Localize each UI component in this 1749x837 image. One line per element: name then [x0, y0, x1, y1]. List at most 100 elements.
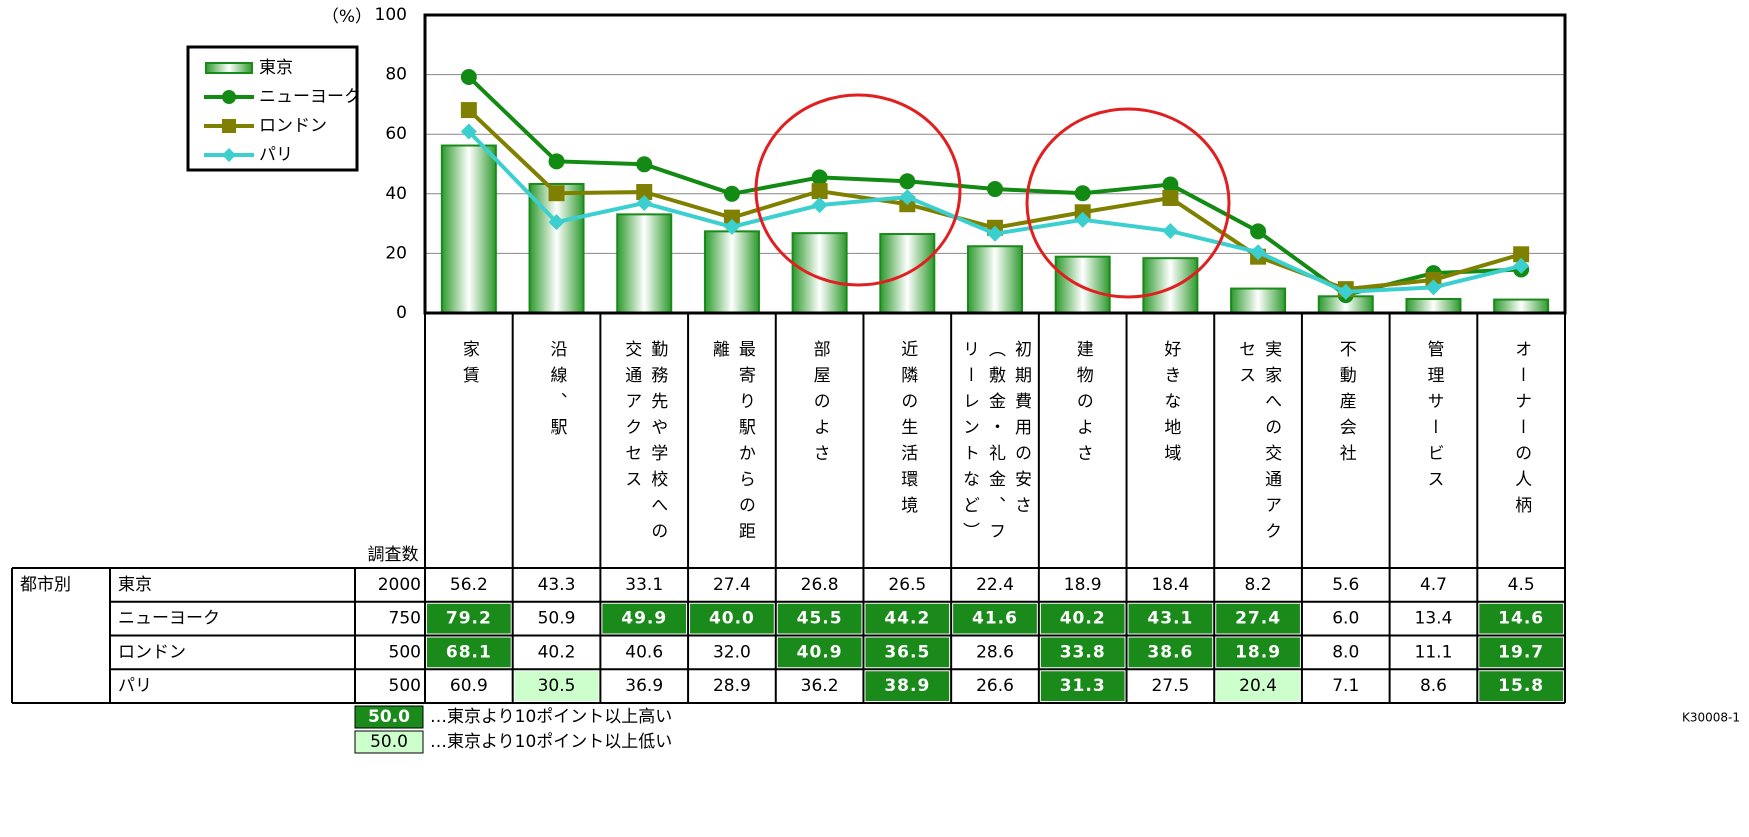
- bar: [616, 213, 673, 314]
- bar: [1054, 255, 1111, 315]
- cell-highlight: [777, 637, 862, 668]
- y-tick-label: 40: [385, 184, 407, 204]
- marker: [1162, 189, 1179, 206]
- cell-value: 40.0: [709, 609, 755, 629]
- marker: [1162, 223, 1179, 240]
- marker: [811, 169, 828, 186]
- category-label: 初期費用の安さ（敷金・礼金、フリーレントなど）: [959, 340, 1031, 548]
- marker: [1513, 246, 1530, 263]
- marker: [1250, 223, 1267, 240]
- marker: [1337, 283, 1354, 300]
- marker: [460, 68, 477, 85]
- bar: [440, 144, 497, 314]
- cell-value: 7.1: [1332, 676, 1359, 696]
- cell-value: 26.6: [976, 676, 1014, 696]
- marker: [1425, 279, 1442, 296]
- cell-value: 22.4: [976, 575, 1014, 595]
- y-tick-label: 80: [385, 65, 407, 85]
- cell-value: 40.2: [1060, 609, 1106, 629]
- bar: [791, 232, 848, 314]
- cell-highlight: [1479, 671, 1563, 701]
- category-label: 好きな地域: [1160, 340, 1181, 470]
- category-label: 部屋のよさ: [809, 340, 830, 470]
- cell-value: 18.9: [1064, 575, 1102, 595]
- cell-highlight: [1040, 637, 1125, 668]
- marker: [723, 185, 740, 202]
- category-label: 不動産会社: [1335, 340, 1356, 470]
- marker: [1162, 176, 1179, 193]
- marker: [460, 123, 477, 140]
- cell-value: 26.5: [888, 575, 926, 595]
- cell-value: 27.4: [1235, 609, 1281, 629]
- cell-highlight: [427, 603, 511, 634]
- cell-value: 15.8: [1498, 676, 1544, 696]
- marker: [548, 214, 565, 231]
- cell-highlight: [1216, 603, 1300, 634]
- cell-highlight: [1040, 671, 1125, 701]
- y-axis-label: （%）: [322, 7, 372, 27]
- cell-value: 8.2: [1245, 575, 1272, 595]
- cell-value: 27.5: [1151, 676, 1189, 696]
- marker: [636, 184, 653, 201]
- cell-value: 60.9: [450, 676, 488, 696]
- cell-value: 56.2: [450, 575, 488, 595]
- cell-value: 4.5: [1508, 575, 1535, 595]
- cell-value: 33.1: [625, 575, 663, 595]
- note-sample: 50.0: [370, 732, 408, 752]
- marker: [811, 183, 828, 200]
- category-label: 勤務先や学校への交通アクセス: [621, 340, 668, 548]
- legend-marker: [222, 90, 236, 104]
- cell-value: 45.5: [797, 609, 843, 629]
- y-tick-label: 60: [385, 124, 407, 144]
- marker: [987, 225, 1003, 242]
- note-sample: 50.0: [368, 707, 410, 727]
- legend-label: パリ: [259, 145, 293, 165]
- row-count: 2000: [378, 575, 421, 595]
- y-tick-label: 20: [385, 243, 407, 263]
- note-swatch: [354, 730, 424, 754]
- marker: [811, 197, 828, 214]
- category-label: 建物のよさ: [1072, 340, 1093, 470]
- cell-highlight: [514, 671, 599, 701]
- count-header: 調査数: [368, 545, 419, 565]
- cell-highlight: [777, 603, 862, 634]
- cell-value: 14.6: [1498, 609, 1544, 629]
- annotation-circle: [1025, 107, 1231, 299]
- cell-value: 38.9: [884, 676, 930, 696]
- cell-value: 43.3: [538, 575, 576, 595]
- plot-frame: [423, 13, 1567, 315]
- cell-value: 6.0: [1332, 609, 1359, 629]
- annotation-circle: [754, 93, 962, 287]
- cell-value: 43.1: [1147, 609, 1193, 629]
- cell-value: 27.4: [713, 575, 751, 595]
- cell-highlight: [690, 603, 774, 634]
- bar: [1142, 257, 1199, 314]
- cell-value: 36.9: [625, 676, 663, 696]
- cell-value: 8.0: [1332, 642, 1359, 662]
- y-tick-label: 0: [396, 303, 407, 323]
- cell-value: 40.9: [797, 642, 843, 662]
- row-name: ロンドン: [118, 642, 186, 662]
- cell-value: 11.1: [1415, 642, 1453, 662]
- cell-value: 50.9: [538, 609, 576, 629]
- cell-value: 18.9: [1235, 642, 1281, 662]
- cell-value: 49.9: [621, 609, 667, 629]
- marker: [723, 209, 740, 226]
- legend-marker: [222, 148, 236, 162]
- cell-value: 33.8: [1060, 642, 1106, 662]
- group-label: 都市別: [20, 575, 71, 595]
- cell-value: 26.8: [801, 575, 839, 595]
- cell-highlight: [865, 637, 950, 668]
- cell-value: 68.1: [446, 642, 492, 662]
- cell-value: 32.0: [713, 642, 751, 662]
- legend-label: 東京: [259, 58, 293, 78]
- code: K30008-1: [1682, 711, 1740, 725]
- row-name: 東京: [118, 575, 152, 595]
- legend-label: ニューヨーク: [259, 87, 361, 107]
- cell-highlight: [1216, 671, 1300, 701]
- cell-value: 18.4: [1151, 575, 1189, 595]
- category-label: 実家への交通アクセス: [1235, 340, 1282, 548]
- category-label: 最寄り駅からの距離: [708, 340, 755, 548]
